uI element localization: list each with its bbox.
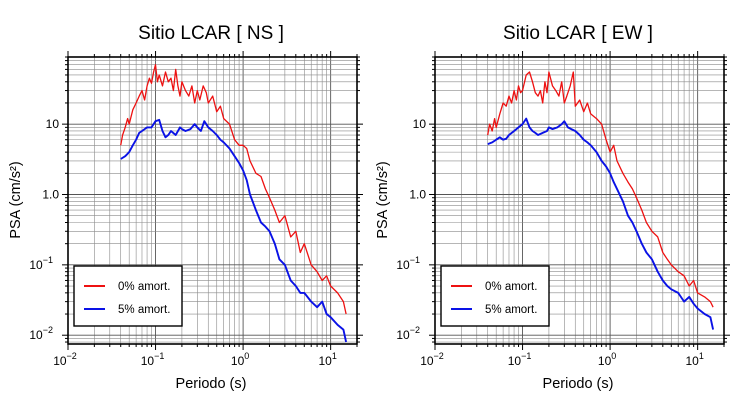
y-tick-label: 1.0 <box>409 187 426 201</box>
legend-label: 5% amort. <box>485 304 537 316</box>
legend-entry: 5% amort. <box>451 304 537 316</box>
legend-entry: 5% amort. <box>84 304 170 316</box>
y-axis-label: PSA (cm/s²) <box>8 161 24 238</box>
y-tick-label: 10 <box>46 117 60 131</box>
series-layer <box>487 71 715 330</box>
plot-frame <box>429 51 730 350</box>
chart-title: Sitio LCAR [ EW ] <box>503 23 653 44</box>
y-axis-label: PSA (cm/s²) <box>375 161 391 238</box>
axes-frame <box>434 56 725 345</box>
x-axis-label: Periodo (s) <box>176 376 247 392</box>
legend: 0% amort. 5% amort. <box>73 265 183 327</box>
plot-frame <box>62 51 363 350</box>
chart-panel-ns: Sitio LCAR [ NS ] Periodo (s) PSA (cm/s²… <box>8 23 363 392</box>
chart-panel-ew: Sitio LCAR [ EW ] Periodo (s) PSA (cm/s²… <box>375 23 730 392</box>
legend-entry: 0% amort. <box>84 281 170 293</box>
y-tick-label: 1.0 <box>42 187 59 201</box>
series-line <box>487 71 714 308</box>
series-line <box>487 117 715 330</box>
series-layer <box>120 64 348 343</box>
legend-label: 0% amort. <box>485 281 537 293</box>
legend-entry: 0% amort. <box>451 281 537 293</box>
legend-box <box>440 265 550 327</box>
chart-title: Sitio LCAR [ NS ] <box>138 23 284 44</box>
legend-box <box>73 265 183 327</box>
series-line <box>120 64 347 315</box>
legend-label: 0% amort. <box>118 281 170 293</box>
y-tick-label: 10 <box>413 117 427 131</box>
axes-frame <box>67 56 358 345</box>
legend-label: 5% amort. <box>118 304 170 316</box>
series-line <box>120 118 348 343</box>
x-axis-label: Periodo (s) <box>543 376 614 392</box>
legend: 0% amort. 5% amort. <box>440 265 550 327</box>
